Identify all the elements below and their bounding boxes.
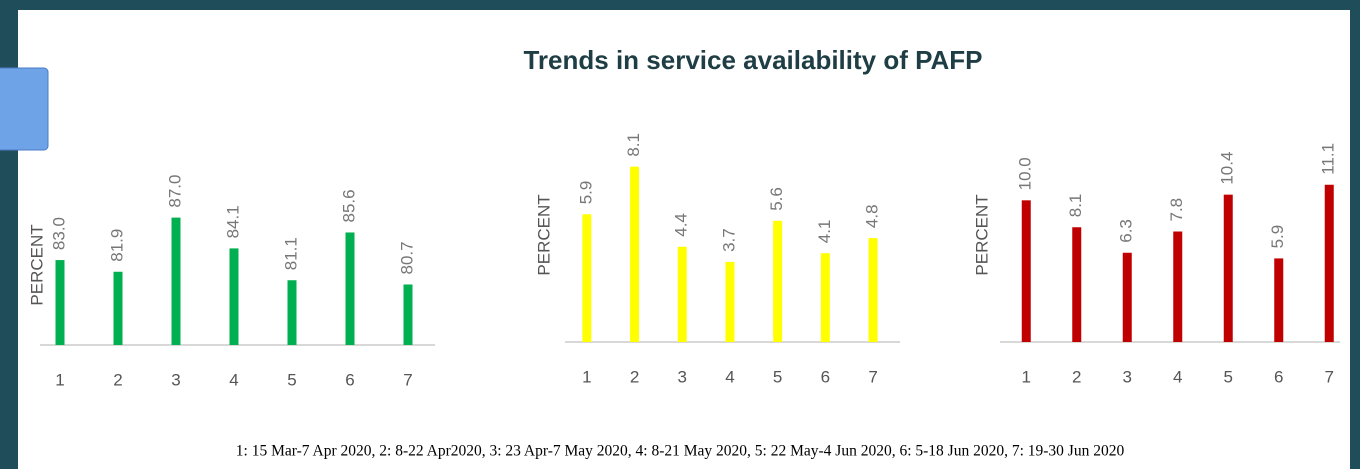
x-tick-label: 3 <box>1123 367 1132 386</box>
bar <box>1122 252 1132 342</box>
value-label: 5.9 <box>576 181 595 205</box>
x-tick-label: 1 <box>55 370 64 389</box>
bar <box>1072 227 1082 342</box>
value-label: 5.9 <box>1268 225 1287 249</box>
x-tick-label: 2 <box>113 370 122 389</box>
value-label: 81.1 <box>281 237 300 270</box>
chart-title: Trends in service availability of PAFP <box>523 45 982 75</box>
y-axis-label: PERCENT <box>27 224 46 305</box>
x-tick-label: 2 <box>1072 367 1081 386</box>
x-tick-label: 7 <box>1325 367 1334 386</box>
x-tick-label: 4 <box>725 367 734 386</box>
x-tick-label: 6 <box>345 370 354 389</box>
value-label: 87.0 <box>165 175 184 208</box>
value-label: 7.8 <box>1167 198 1186 222</box>
value-label: 80.7 <box>397 241 416 274</box>
bar <box>55 260 65 345</box>
x-tick-label: 1 <box>582 367 591 386</box>
x-tick-label: 5 <box>287 370 296 389</box>
x-tick-label: 5 <box>773 367 782 386</box>
value-label: 8.1 <box>1066 194 1085 218</box>
bar <box>287 280 297 345</box>
bar <box>677 246 687 342</box>
x-tick-label: 4 <box>229 370 238 389</box>
bar <box>171 217 181 345</box>
bar <box>820 253 830 342</box>
value-label: 6.3 <box>1117 219 1136 243</box>
bar <box>582 214 592 342</box>
bar <box>1324 184 1334 342</box>
value-label: 10.4 <box>1218 152 1237 185</box>
bar <box>1021 200 1031 342</box>
x-tick-label: 4 <box>1173 367 1182 386</box>
footnote: 1: 15 Mar-7 Apr 2020, 2: 8-22 Apr2020, 3… <box>236 443 1125 460</box>
bar <box>725 261 735 342</box>
y-axis-label: PERCENT <box>534 194 553 275</box>
value-label: 10.0 <box>1016 157 1035 190</box>
bar <box>1223 194 1233 342</box>
value-label: 4.8 <box>863 204 882 228</box>
x-tick-label: 3 <box>171 370 180 389</box>
bar <box>630 166 640 342</box>
bar <box>868 238 878 342</box>
value-label: 11.1 <box>1319 143 1338 175</box>
value-label: 81.9 <box>107 229 126 262</box>
bar <box>1173 231 1183 342</box>
value-label: 3.7 <box>719 228 738 252</box>
bar <box>1274 258 1284 342</box>
x-tick-label: 1 <box>1022 367 1031 386</box>
panel <box>18 10 1350 469</box>
value-label: 5.6 <box>767 187 786 211</box>
x-tick-label: 3 <box>678 367 687 386</box>
value-label: 85.6 <box>339 189 358 222</box>
value-label: 8.1 <box>624 133 643 157</box>
bar <box>345 232 355 345</box>
x-tick-label: 6 <box>1274 367 1283 386</box>
y-axis-label: PERCENT <box>972 194 991 275</box>
value-label: 83.0 <box>49 217 68 250</box>
x-tick-label: 5 <box>1224 367 1233 386</box>
x-tick-label: 6 <box>821 367 830 386</box>
value-label: 4.4 <box>672 213 691 237</box>
x-tick-label: 2 <box>630 367 639 386</box>
bar <box>773 220 783 342</box>
bar <box>113 271 123 345</box>
value-label: 4.1 <box>815 220 834 244</box>
value-label: 84.1 <box>223 205 242 238</box>
x-tick-label: 7 <box>403 370 412 389</box>
decor-box <box>0 67 49 151</box>
x-tick-label: 7 <box>868 367 877 386</box>
bar <box>229 248 239 345</box>
bar <box>403 284 413 345</box>
